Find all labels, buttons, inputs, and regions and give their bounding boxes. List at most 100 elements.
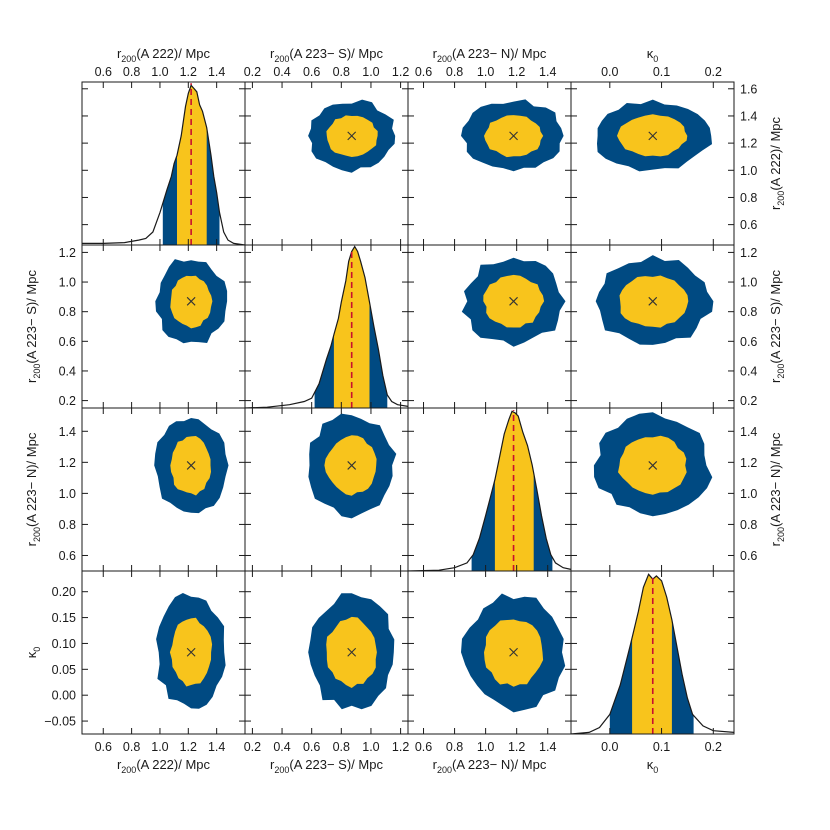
y-tick-label-right: 0.2	[740, 394, 757, 408]
y-tick-label-left: 0.6	[59, 549, 76, 563]
y-tick-label-left: 0.15	[52, 611, 76, 625]
y-axis-label-right-r200_A223N: r200(A 223− N)/ Mpc	[768, 432, 786, 546]
x-tick-label-bottom: 1.2	[508, 740, 525, 754]
x-tick-label-bottom: 0.6	[303, 740, 320, 754]
panel-frame	[244, 81, 409, 246]
panel-frame	[570, 570, 735, 735]
labels-layer: 0.6 0.6 0.8 0.8 1.0 1.0 1.2 1.2 1.4 1.4 0.2 0.2 0.4 0…	[24, 46, 786, 775]
contour-panel-r200_A223N-vs-r200_A223S	[308, 413, 397, 519]
contour-panel-r200_A223S-vs-kappa0	[595, 255, 714, 345]
y-axis-label-right-r200_A222: r200(A 222)/ Mpc	[768, 116, 786, 210]
x-tick-label-top: 0.1	[653, 65, 670, 79]
y-tick-label-left: 0.2	[59, 394, 76, 408]
x-tick-label-bottom: 0.6	[415, 740, 432, 754]
contour-panel-kappa0-vs-r200_A222	[156, 593, 226, 709]
x-axis-label-bottom-r200_A223N: r200(A 223− N)/ Mpc	[433, 757, 547, 775]
contour-panel-r200_A222-vs-r200_A223N	[461, 99, 564, 172]
x-tick-label-top: 1.4	[539, 65, 556, 79]
frames-layer	[81, 81, 735, 735]
x-tick-label-top: 1.4	[208, 65, 225, 79]
x-tick-label-bottom: 1.4	[539, 740, 556, 754]
marginal-panel-r200_A223S	[245, 245, 408, 408]
y-tick-label-left: 1.0	[59, 276, 76, 290]
x-tick-label-top: 1.0	[151, 65, 168, 79]
contour-panel-r200_A222-vs-r200_A223S	[308, 99, 396, 173]
x-tick-label-bottom: 0.8	[333, 740, 350, 754]
ticks-layer	[82, 82, 734, 734]
y-axis-label-left-r200_A223N: r200(A 223− N)/ Mpc	[24, 432, 42, 546]
contour-panel-r200_A223S-vs-r200_A222	[155, 259, 228, 344]
x-tick-label-top: 1.0	[362, 65, 379, 79]
x-tick-label-top: 1.2	[180, 65, 197, 79]
y-tick-label-left: 0.20	[52, 585, 76, 599]
y-tick-label-left: 0.10	[52, 637, 76, 651]
y-tick-label-left: 0.8	[59, 518, 76, 532]
x-tick-label-bottom: 0.2	[244, 740, 261, 754]
y-tick-label-right: 1.0	[740, 487, 757, 501]
contour-panel-kappa0-vs-r200_A223N	[461, 593, 566, 713]
y-tick-label-right: 1.0	[740, 164, 757, 178]
marginal-panel-r200_A222	[82, 83, 245, 245]
x-tick-label-top: 0.4	[273, 65, 290, 79]
y-tick-label-right: 0.8	[740, 191, 757, 205]
x-axis-label-top-kappa0: κ0	[647, 46, 659, 64]
x-tick-label-bottom: 0.8	[123, 740, 140, 754]
y-tick-label-right: 1.0	[740, 276, 757, 290]
best-fit-marker	[509, 131, 518, 141]
x-tick-label-bottom: 1.0	[362, 740, 379, 754]
y-axis-label-left-r200_A223S: r200(A 223− S)/ Mpc	[24, 270, 42, 383]
y-axis-label-left-kappa0: κ0	[24, 647, 42, 659]
y-tick-label-left: 1.4	[59, 425, 76, 439]
x-tick-label-top: 0.2	[244, 65, 261, 79]
best-fit-marker	[648, 296, 658, 306]
y-tick-label-left: 1.2	[59, 456, 76, 470]
y-tick-label-left: 0.4	[59, 364, 76, 378]
best-fit-marker	[347, 461, 357, 470]
y-tick-label-right: 0.4	[740, 364, 757, 378]
inner-contour	[619, 275, 689, 328]
inner-band-r200_A223N	[494, 411, 534, 571]
x-tick-label-top: 1.2	[392, 65, 409, 79]
contour-panel-kappa0-vs-r200_A223S	[308, 593, 395, 710]
marginal-curve-r200_A223N	[408, 410, 571, 571]
x-axis-label-bottom-kappa0: κ0	[647, 757, 659, 775]
y-tick-label-right: 0.8	[740, 305, 757, 319]
y-tick-label-right: 0.8	[740, 518, 757, 532]
marginal-curve-r200_A223S	[245, 245, 408, 408]
contour-panel-r200_A222-vs-kappa0	[597, 99, 712, 172]
x-axis-label-top-r200_A223N: r200(A 223− N)/ Mpc	[433, 46, 547, 64]
x-axis-label-bottom-r200_A222: r200(A 222)/ Mpc	[117, 757, 211, 775]
best-fit-marker	[648, 461, 658, 470]
x-tick-label-top: 0.6	[95, 65, 112, 79]
panels-layer	[82, 83, 734, 734]
y-tick-label-left: 0.05	[52, 663, 76, 677]
best-fit-marker	[648, 131, 658, 141]
y-tick-label-right: 0.6	[740, 218, 757, 232]
marginal-curve-kappa0	[571, 573, 734, 734]
x-tick-label-bottom: 1.0	[151, 740, 168, 754]
y-tick-label-left: 1.2	[59, 246, 76, 260]
x-tick-label-top: 0.6	[415, 65, 432, 79]
best-fit-marker	[509, 647, 518, 657]
x-tick-label-top: 0.0	[601, 65, 618, 79]
y-tick-label-right: 0.6	[740, 335, 757, 349]
y-tick-label-right: 0.6	[740, 549, 757, 563]
x-tick-label-bottom: 1.4	[208, 740, 225, 754]
x-tick-label-bottom: 0.0	[601, 740, 618, 754]
best-fit-marker	[186, 461, 196, 470]
x-tick-label-bottom: 0.2	[705, 740, 722, 754]
x-axis-label-top-r200_A222: r200(A 222)/ Mpc	[117, 46, 211, 64]
y-tick-label-left: 0.00	[52, 689, 76, 703]
x-tick-label-bottom: 0.8	[446, 740, 463, 754]
x-tick-label-bottom: 1.2	[180, 740, 197, 754]
y-tick-label-left: −0.05	[44, 715, 76, 729]
y-tick-label-right: 1.2	[740, 456, 757, 470]
y-tick-label-right: 1.4	[740, 109, 757, 123]
x-tick-label-top: 0.2	[705, 65, 722, 79]
contour-panel-r200_A223N-vs-r200_A222	[154, 418, 229, 514]
x-tick-label-bottom: 1.0	[477, 740, 494, 754]
y-tick-label-right: 1.6	[740, 82, 757, 96]
contour-panel-r200_A223S-vs-r200_A223N	[461, 257, 566, 347]
x-tick-label-top: 1.2	[508, 65, 525, 79]
